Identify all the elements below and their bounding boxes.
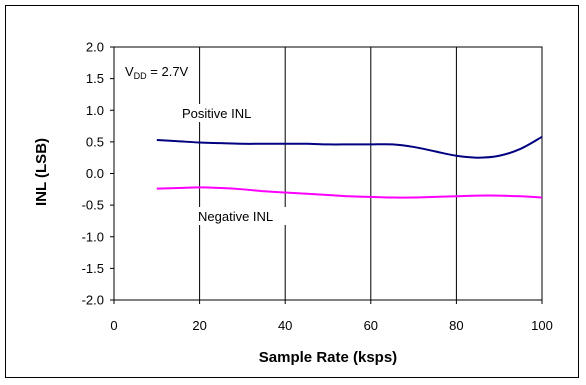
grid-layer <box>199 47 457 300</box>
negative-inl-line <box>156 186 543 199</box>
y-tick-label: -1.5 <box>82 261 104 276</box>
y-tick-label: 0.5 <box>86 134 104 149</box>
x-tick-label: 0 <box>110 318 117 333</box>
y-tick-label: -2.0 <box>82 293 104 308</box>
x-tick-label: 20 <box>192 318 206 333</box>
x-tick-label: 40 <box>278 318 292 333</box>
positive-inl-line <box>156 135 543 159</box>
series-layer <box>156 135 543 199</box>
y-tick-label: -1.0 <box>82 229 104 244</box>
negative-inl-label-bg <box>195 207 287 225</box>
tick-layer: 0 20 40 60 80 100 2.0 1.5 1.0 0.5 0.0 -0.5 -1.0 -1.5 -… <box>82 40 553 334</box>
x-axis-title: Sample Rate (ksps) <box>259 349 397 366</box>
y-axis-title: INL (LSB) <box>33 138 50 206</box>
x-tick-label: 80 <box>449 318 463 333</box>
negative-inl-label: Negative INL <box>198 209 273 224</box>
vdd-annotation: VDD = 2.7V <box>125 64 189 81</box>
chart-frame <box>5 5 579 378</box>
y-tick-label: 1.5 <box>86 71 104 86</box>
y-tick-label: 2.0 <box>86 40 104 55</box>
x-tick-label: 100 <box>531 318 553 333</box>
plot-area <box>113 46 543 301</box>
positive-inl-label: Positive INL <box>182 106 251 121</box>
y-tick-label: 0.0 <box>86 166 104 181</box>
y-tick-label: -0.5 <box>82 198 104 213</box>
positive-inl-label-bg <box>178 104 258 122</box>
y-tick-label: 1.0 <box>86 103 104 118</box>
x-tick-label: 60 <box>364 318 378 333</box>
